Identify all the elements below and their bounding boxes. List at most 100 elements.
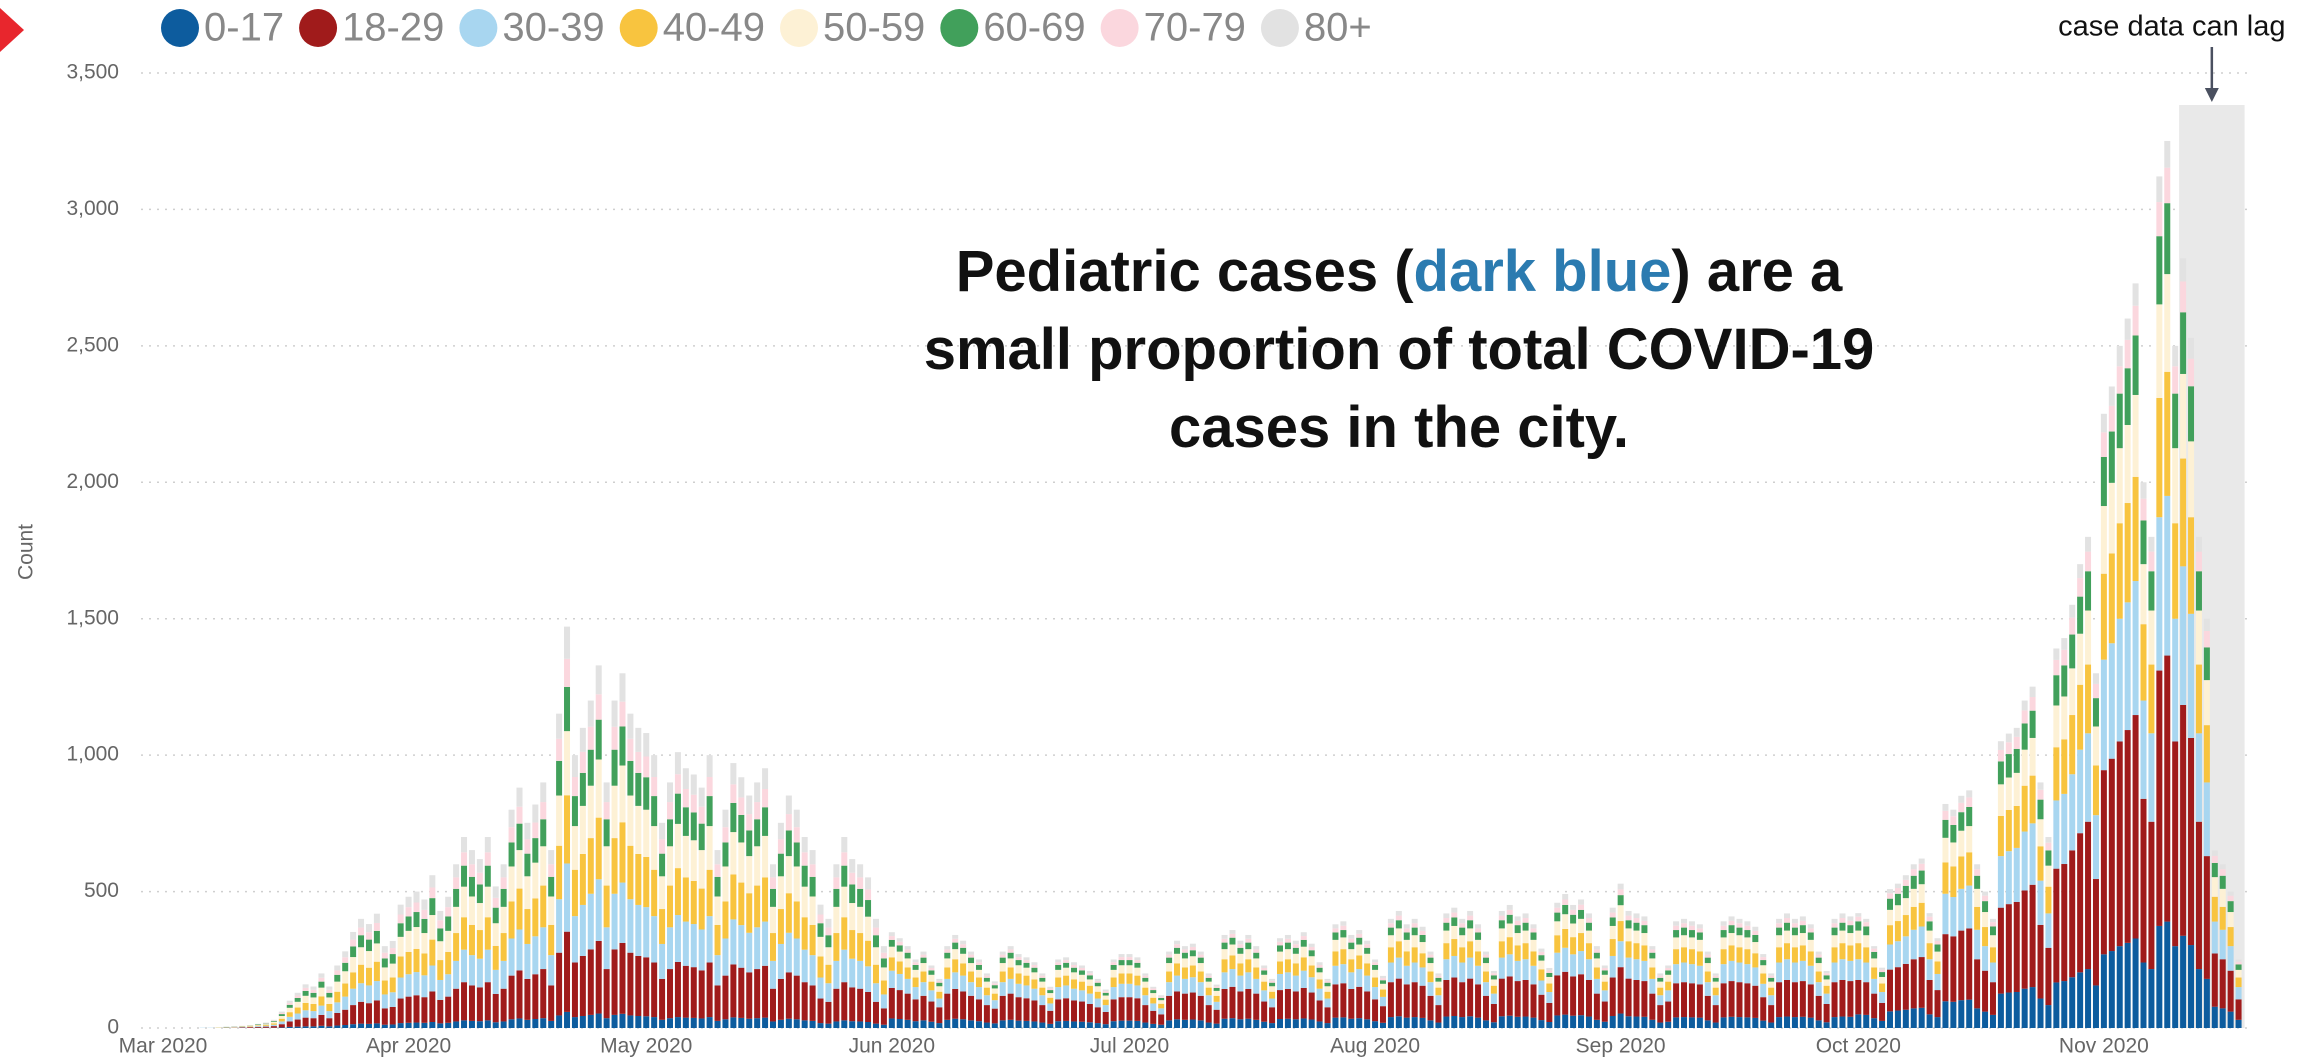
bar-segment [999,963,1006,972]
bar-segment [1284,1018,1291,1028]
bar-segment [2092,879,2099,986]
bar-segment [1332,928,1339,933]
bar-segment [1403,928,1410,933]
bar-segment [389,977,396,993]
bar-segment [1704,1020,1711,1028]
bar-segment [1403,1017,1410,1028]
bar-segment [849,987,856,1022]
bar-segment [1989,1014,1996,1028]
bar-segment [1379,996,1386,1007]
bar-segment [603,819,610,847]
bar-segment [825,935,832,948]
bar-segment [769,906,776,934]
bar-segment [904,958,911,968]
bar-segment [1617,921,1624,942]
bar-segment [960,991,967,1020]
bar-segment [1490,985,1497,994]
bar-segment [1451,977,1458,1016]
bar-segment [247,1025,254,1027]
bar-segment [389,963,396,978]
bar-segment [2219,869,2226,876]
bar-segment [849,859,856,873]
bar-segment [1546,976,1553,984]
bar-segment [762,877,769,922]
bar-segment [1847,981,1854,1017]
bar-segment [1942,803,1949,811]
bar-segment [975,969,982,978]
bar-segment [524,1019,531,1028]
bar-segment [2108,431,2115,483]
bar-segment [1387,962,1394,983]
bar-segment [1277,951,1284,962]
bar-segment [358,918,365,928]
bar-segment [2013,748,2020,773]
bar-segment [619,822,626,883]
bar-segment [1253,1019,1260,1028]
bar-segment [635,751,642,773]
bar-segment [2156,397,2163,518]
bar-segment [1506,937,1513,955]
y-tick-label: 2,000 [66,470,119,493]
bar-segment [1831,918,1838,924]
bar-segment [1966,885,1973,929]
bar-segment [1681,935,1688,948]
bar-segment [1926,979,1933,1015]
bar-segment [1284,988,1291,1019]
bar-segment [912,964,919,970]
bar-segment [1902,875,1909,880]
bar-segment [1411,935,1418,948]
bar-segment [373,930,380,944]
bar-segment [587,726,594,750]
bar-segment [635,853,642,905]
bar-segment [754,819,761,847]
bar-segment [1894,967,1901,1011]
bar-segment [904,967,911,979]
bar-segment [1324,998,1331,1008]
bar-segment [1300,1018,1307,1028]
bar-segment [651,755,658,777]
bar-segment [468,850,475,865]
bar-segment [825,964,832,984]
bar-segment [1554,907,1561,913]
bar-segment [1482,963,1489,972]
bar-segment [1189,956,1196,966]
bar-segment [690,794,697,813]
bar-segment [532,804,539,823]
bar-segment [2100,659,2107,771]
bar-segment [358,927,365,936]
bar-segment [682,807,689,836]
bar-segment [294,1007,301,1014]
bar-segment [865,916,872,941]
bar-segment [1918,902,1925,927]
bar-segment [999,971,1006,983]
bar-segment [1617,1013,1624,1028]
bar-segment [1989,926,1996,936]
bar-segment [413,1022,420,1028]
bar-segment [540,846,547,886]
bar-segment [1197,971,1204,983]
bar-segment [1356,1018,1363,1028]
bar-segment [1308,950,1315,957]
bar-segment [1086,970,1093,974]
legend-label: 50-59 [823,6,925,50]
bar-segment [1340,925,1347,931]
bar-segment [1886,969,1893,1012]
bar-segment [1387,947,1394,963]
bar-segment [1142,995,1149,1006]
bar-segment [334,974,341,982]
bar-segment [999,995,1006,1021]
bar-segment [667,885,674,928]
bar-segment [928,967,935,971]
bar-segment [1435,987,1442,996]
bar-segment [1902,936,1909,964]
bar-segment [2085,969,2092,1028]
bar-segment [302,1002,309,1011]
bar-segment [1847,933,1854,946]
bar-segment [429,875,436,888]
bar-segment [2116,946,2123,1028]
bar-segment [960,975,967,992]
bar-segment [825,918,832,928]
annotation-part: Pediatric cases ( [956,239,1415,304]
bar-segment [381,958,388,968]
